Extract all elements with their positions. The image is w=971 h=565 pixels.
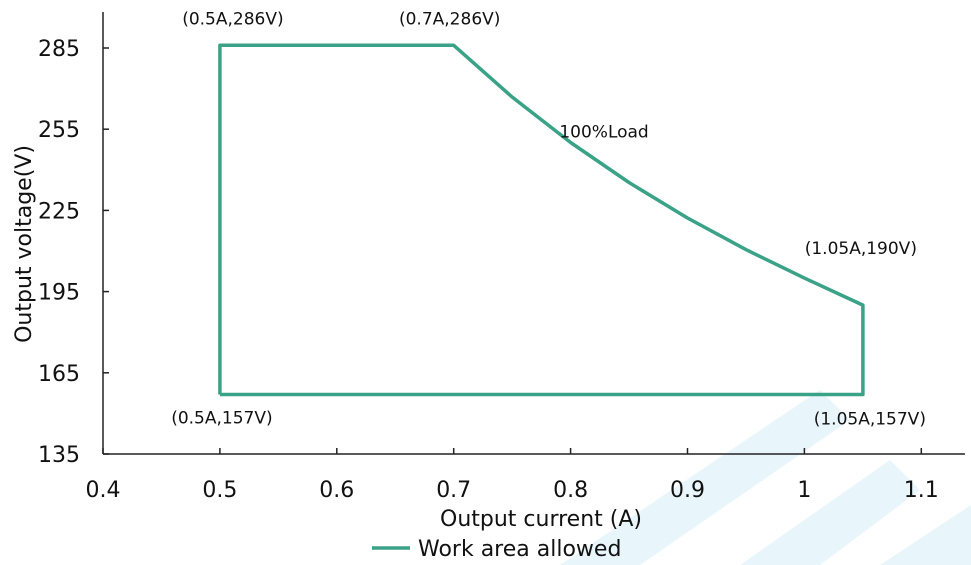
watermark-stroke-2 [740, 460, 920, 565]
y-axis-ticks: 135 165 195 225 255 285 [38, 37, 109, 468]
x-tick-label: 0.6 [319, 478, 354, 503]
y-tick-label: 225 [38, 199, 80, 224]
y-tick-label: 285 [38, 37, 80, 62]
x-tick-label: 0.5 [202, 478, 237, 503]
x-tick-label: 0.8 [553, 478, 588, 503]
legend-label: Work area allowed [418, 537, 621, 562]
x-tick-label: 1.1 [904, 478, 939, 503]
annotations: (0.5A,286V) (0.7A,286V) 100%Load (1.05A,190… [171, 9, 926, 429]
series-layer [218, 43, 865, 397]
annotation-label: (0.5A,286V) [182, 9, 283, 29]
x-tick-label: 0.4 [86, 478, 121, 503]
x-tick-label: 0.9 [670, 478, 705, 503]
annotation-label: (0.7A,286V) [399, 9, 500, 29]
x-tick-label: 0.7 [436, 478, 471, 503]
watermark-stroke-1 [560, 390, 850, 565]
annotation-label: (1.05A,157V) [814, 409, 926, 429]
y-tick-label: 255 [38, 118, 80, 143]
x-axis-ticks: 0.4 0.5 0.6 0.7 0.8 0.9 1 1.1 [86, 448, 939, 503]
watermark-stroke-3 [880, 505, 971, 565]
y-axis-title: Output voltage(V) [12, 145, 37, 343]
watermark-logo [560, 390, 971, 565]
x-tick-label: 1 [797, 478, 811, 503]
y-tick-label: 195 [38, 281, 80, 306]
annotation-label: (1.05A,190V) [805, 239, 917, 259]
y-tick-label: 135 [38, 443, 80, 468]
annotation-label: 100%Load [559, 122, 648, 142]
x-axis-title: Output current (A) [440, 507, 642, 532]
series-line [218, 43, 865, 397]
annotation-label: (0.5A,157V) [171, 408, 272, 428]
y-tick-label: 165 [38, 362, 80, 387]
legend: Work area allowed [372, 537, 621, 562]
